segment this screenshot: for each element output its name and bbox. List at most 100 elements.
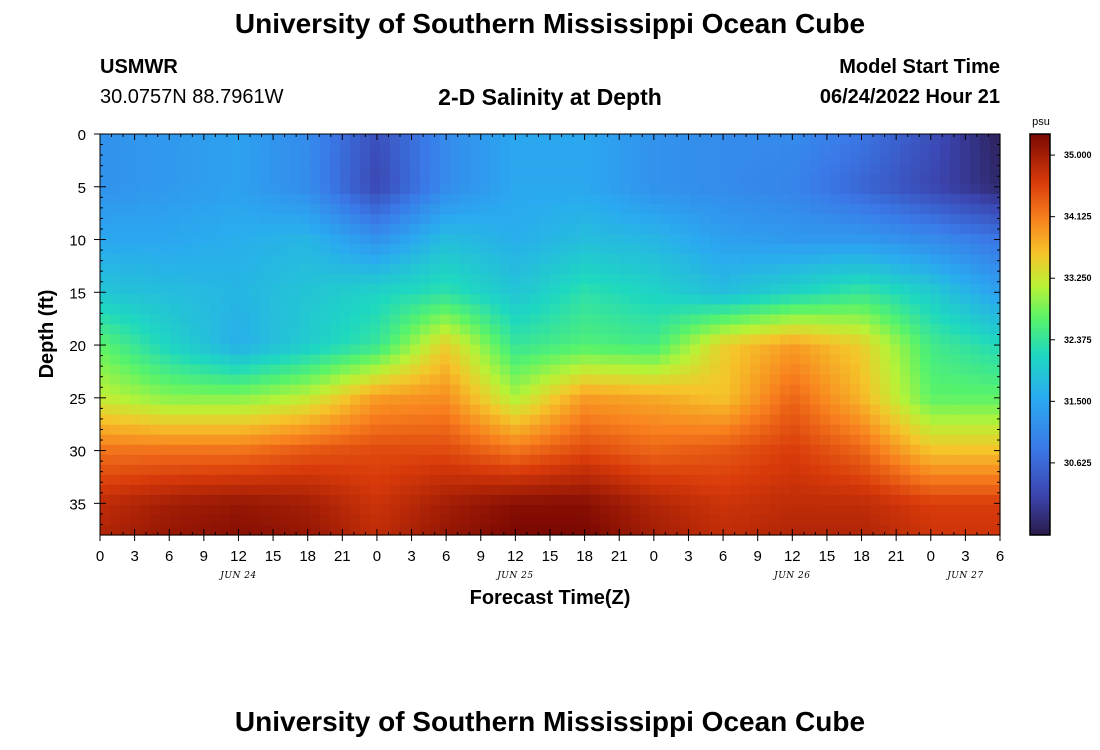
heatmap-cell xyxy=(410,224,421,235)
heatmap-cell xyxy=(140,224,151,235)
heatmap-cell xyxy=(760,384,771,396)
heatmap-cell xyxy=(930,214,941,225)
heatmap-cell xyxy=(800,264,811,275)
heatmap-cell xyxy=(370,404,381,416)
heatmap-cell xyxy=(840,444,851,456)
heatmap-cell xyxy=(780,504,791,516)
heatmap-cell xyxy=(100,244,111,255)
heatmap-cell xyxy=(270,244,281,255)
heatmap-cell xyxy=(540,184,551,195)
heatmap-cell xyxy=(580,164,591,175)
heatmap-cell xyxy=(490,364,501,376)
heatmap-cell xyxy=(350,184,361,195)
heatmap-cell xyxy=(120,304,131,316)
heatmap-cell xyxy=(570,324,581,336)
heatmap-cell xyxy=(970,524,981,536)
heatmap-cell xyxy=(750,194,761,205)
heatmap-cell xyxy=(820,144,831,155)
heatmap-cell xyxy=(110,314,121,326)
heatmap-cell xyxy=(400,284,411,296)
heatmap-cell xyxy=(480,164,491,175)
heatmap-cell xyxy=(610,214,621,225)
heatmap-cell xyxy=(980,434,991,446)
heatmap-cell xyxy=(390,324,401,336)
heatmap-cell xyxy=(540,324,551,336)
heatmap-cell xyxy=(490,304,501,316)
heatmap-cell xyxy=(860,524,871,536)
heatmap-cell xyxy=(320,524,331,536)
heatmap-cell xyxy=(470,134,481,145)
heatmap-cell xyxy=(830,274,841,285)
heatmap-cell xyxy=(560,344,571,356)
heatmap-cell xyxy=(410,464,421,476)
heatmap-cell xyxy=(730,374,741,386)
heatmap-cell xyxy=(310,354,321,366)
heatmap-cell xyxy=(200,314,211,326)
heatmap-cell xyxy=(730,484,741,496)
heatmap-cell xyxy=(250,414,261,426)
heatmap-cell xyxy=(780,294,791,306)
heatmap-cell xyxy=(940,354,951,366)
heatmap-cell xyxy=(840,244,851,255)
heatmap-cell xyxy=(740,334,751,346)
heatmap-cell xyxy=(910,394,921,406)
heatmap-cell xyxy=(920,294,931,306)
heatmap-cell xyxy=(330,384,341,396)
heatmap-cell xyxy=(560,414,571,426)
heatmap-cell xyxy=(940,154,951,165)
heatmap-cell xyxy=(660,254,671,265)
heatmap-cell xyxy=(400,264,411,275)
heatmap-cell xyxy=(490,334,501,346)
heatmap-cell xyxy=(160,494,171,506)
heatmap-cell xyxy=(920,344,931,356)
heatmap-cell xyxy=(300,134,311,145)
heatmap-cell xyxy=(920,394,931,406)
heatmap-cell xyxy=(180,284,191,296)
heatmap-cell xyxy=(580,134,591,145)
heatmap-cell xyxy=(150,134,161,145)
heatmap-cell xyxy=(380,284,391,296)
heatmap-cell xyxy=(790,314,801,326)
heatmap-cell xyxy=(680,254,691,265)
heatmap-cell xyxy=(330,464,341,476)
heatmap-cell xyxy=(440,324,451,336)
heatmap-cell xyxy=(990,314,1001,326)
heatmap-cell xyxy=(990,374,1001,386)
heatmap-cell xyxy=(730,144,741,155)
heatmap-cell xyxy=(490,504,501,516)
heatmap-cell xyxy=(180,244,191,255)
heatmap-cell xyxy=(460,194,471,205)
heatmap-cell xyxy=(500,374,511,386)
heatmap-cell xyxy=(990,364,1001,376)
heatmap-cell xyxy=(200,134,211,145)
heatmap-cell xyxy=(520,164,531,175)
heatmap-cell xyxy=(810,244,821,255)
heatmap-cell xyxy=(610,154,621,165)
heatmap-cell xyxy=(270,294,281,306)
heatmap-cell xyxy=(630,504,641,516)
heatmap-cell xyxy=(510,174,521,185)
heatmap-cell xyxy=(890,224,901,235)
heatmap-cell xyxy=(400,314,411,326)
heatmap-cell xyxy=(820,404,831,416)
heatmap-cell xyxy=(260,494,271,506)
heatmap-cell xyxy=(870,224,881,235)
heatmap-cell xyxy=(490,384,501,396)
heatmap-cell xyxy=(870,484,881,496)
heatmap-cell xyxy=(870,504,881,516)
heatmap-cell xyxy=(800,454,811,466)
heatmap-cell xyxy=(570,284,581,296)
heatmap-cell xyxy=(570,144,581,155)
heatmap-cell xyxy=(800,494,811,506)
heatmap-cell xyxy=(790,464,801,476)
heatmap-cell xyxy=(500,234,511,245)
day-label: JUN 27 xyxy=(945,571,983,581)
heatmap-cell xyxy=(770,254,781,265)
heatmap-cell xyxy=(400,394,411,406)
heatmap-cell xyxy=(980,464,991,476)
heatmap-cell xyxy=(840,504,851,516)
heatmap-cell xyxy=(150,154,161,165)
heatmap-cell xyxy=(190,494,201,506)
heatmap-cell xyxy=(790,384,801,396)
